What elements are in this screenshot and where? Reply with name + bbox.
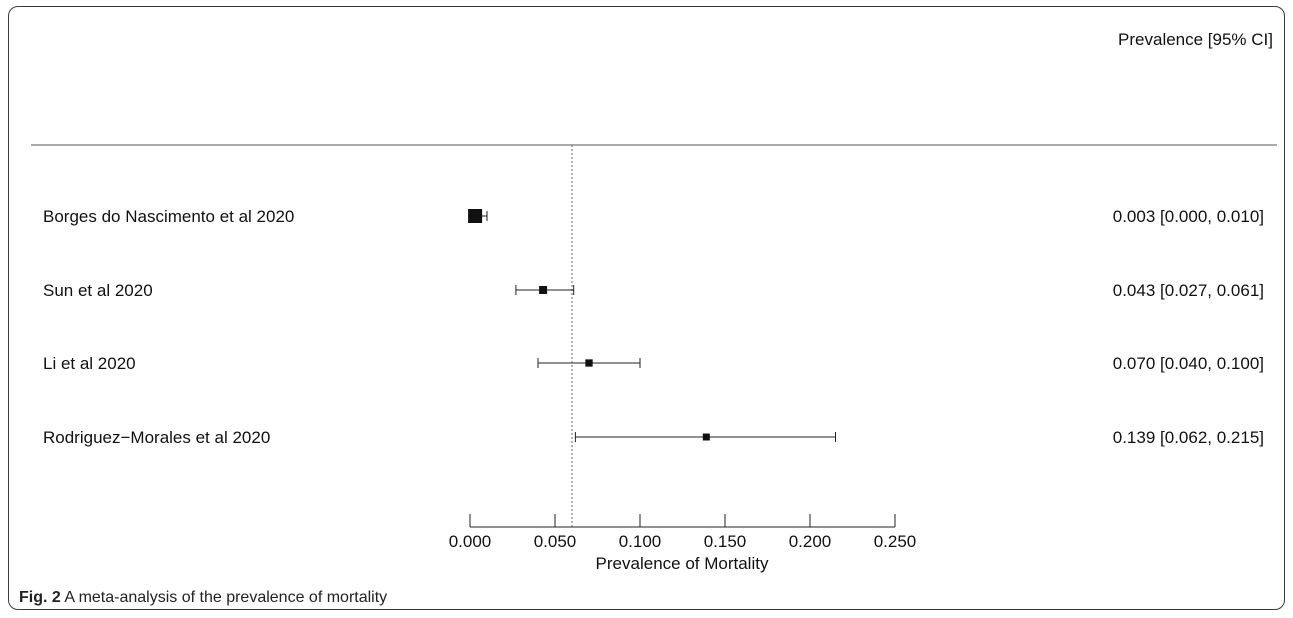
x-tick-label: 0.250 bbox=[874, 532, 917, 551]
x-axis-title: Prevalence of Mortality bbox=[596, 554, 769, 573]
point-estimate bbox=[468, 209, 483, 223]
study-row: Sun et al 2020 0.043 [0.027, 0.061] bbox=[43, 281, 1264, 300]
x-tick-label: 0.150 bbox=[704, 532, 747, 551]
figure-label: Fig. 2 bbox=[19, 589, 61, 606]
column-header: Prevalence [95% CI] bbox=[1118, 30, 1273, 49]
study-label: Borges do Nascimento et al 2020 bbox=[43, 207, 294, 226]
estimate-text: 0.043 [0.027, 0.061] bbox=[1113, 281, 1264, 300]
x-tick-label: 0.050 bbox=[534, 532, 577, 551]
estimate-text: 0.070 [0.040, 0.100] bbox=[1113, 354, 1264, 373]
study-label: Rodriguez−Morales et al 2020 bbox=[43, 428, 270, 447]
x-tick-label: 0.100 bbox=[619, 532, 662, 551]
x-axis: 0.000 0.050 0.100 0.150 0.200 0.250 bbox=[449, 514, 917, 551]
figure-caption-text: A meta-analysis of the prevalence of mor… bbox=[60, 589, 388, 606]
estimate-text: 0.003 [0.000, 0.010] bbox=[1113, 207, 1264, 226]
study-row: Li et al 2020 0.070 [0.040, 0.100] bbox=[43, 354, 1264, 373]
point-estimate bbox=[702, 433, 710, 441]
x-tick-label: 0.000 bbox=[449, 532, 492, 551]
point-estimate bbox=[539, 286, 548, 294]
study-row: Rodriguez−Morales et al 2020 0.139 [0.062… bbox=[43, 428, 1264, 447]
figure-frame: Prevalence [95% CI] Borges do Nascimento… bbox=[8, 6, 1285, 610]
estimate-text: 0.139 [0.062, 0.215] bbox=[1113, 428, 1264, 447]
study-label: Sun et al 2020 bbox=[43, 281, 153, 300]
study-label: Li et al 2020 bbox=[43, 354, 136, 373]
point-estimate bbox=[585, 359, 593, 367]
study-row: Borges do Nascimento et al 2020 0.003 [0.… bbox=[43, 207, 1264, 226]
figure-caption: Fig. 2 A meta-analysis of the prevalence… bbox=[19, 589, 387, 607]
x-tick-label: 0.200 bbox=[789, 532, 832, 551]
forest-plot: Prevalence [95% CI] Borges do Nascimento… bbox=[31, 30, 1277, 573]
